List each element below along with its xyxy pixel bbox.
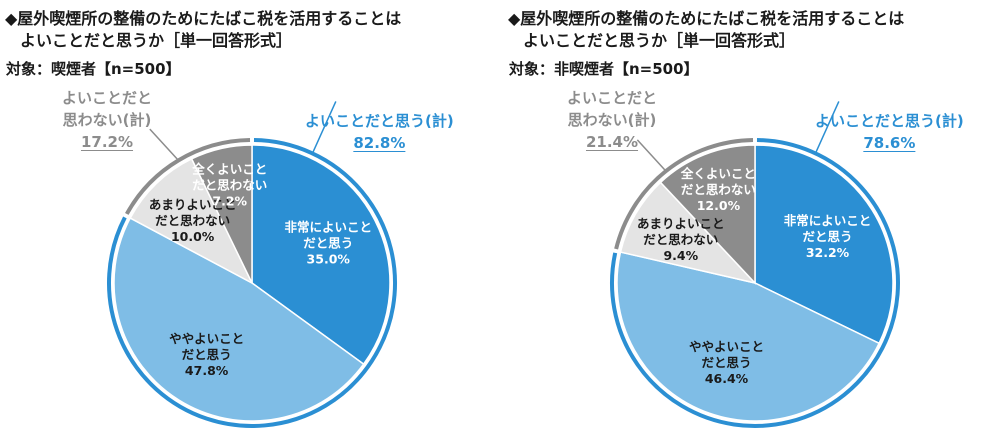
negative-total-value: 21.4% — [585, 133, 639, 151]
negative-group-ring — [614, 138, 754, 250]
title-line-1: ◆屋外喫煙所の整備のためにたばこ税を活用することは — [508, 9, 905, 28]
slice-label-not-very-good: だと思わない — [643, 232, 718, 247]
slice-label-not-very-good: あまりよいこと — [637, 216, 725, 231]
pie-slice-not-good-at-all — [190, 144, 253, 284]
slice-value-very-good: 32.2% — [806, 245, 850, 260]
positive-total-text: よいことだと思う(計) — [305, 112, 454, 130]
positive-total-label: よいことだと思う(計) 82.8% — [305, 110, 454, 154]
pie-chart: 非常によいことだと思う35.0%ややよいことだと思う47.8%あまりよいことだと… — [107, 101, 397, 428]
negative-leader-line — [636, 139, 667, 172]
slice-value-not-good-at-all: 12.0% — [697, 198, 741, 213]
positive-group-ring — [610, 138, 900, 428]
negative-total-label: よいことだと 思わない(計) 21.4% — [567, 87, 657, 153]
pie-slice-somewhat-good — [616, 251, 881, 422]
slice-label-very-good: 非常によいこと — [284, 220, 372, 235]
positive-leader-line — [311, 101, 337, 154]
slice-value-not-good-at-all: 7.2% — [212, 194, 247, 209]
slice-value-somewhat-good: 47.8% — [185, 363, 229, 378]
positive-total-value: 78.6% — [863, 134, 916, 152]
title-line-2: よいことだと思うか［単一回答形式］ — [20, 31, 293, 50]
slice-label-very-good: だと思う — [803, 229, 853, 244]
chart-smokers: ◆屋外喫煙所の整備のためにたばこ税を活用することは よいことだと思うか［単一回答… — [5, 8, 454, 428]
pie-slice-very-good — [754, 144, 894, 345]
slice-label-not-good-at-all: 全くよいこと — [680, 166, 756, 181]
slice-label-very-good: だと思う — [303, 236, 353, 251]
slice-label-not-good-at-all: 全くよいこと — [191, 162, 267, 177]
positive-group-ring — [107, 138, 397, 428]
positive-leader-line — [814, 101, 840, 154]
slice-label-somewhat-good: ややよいこと — [169, 331, 244, 346]
chart-title: ◆屋外喫煙所の整備のためにたばこ税を活用することは よいことだと思うか［単一回答… — [508, 8, 904, 52]
positive-total-value: 82.8% — [353, 134, 406, 152]
title-line-1: ◆屋外喫煙所の整備のためにたばこ税を活用することは — [5, 9, 402, 28]
slice-value-not-very-good: 9.4% — [663, 248, 698, 263]
negative-total-line-2: 思わない(計) — [567, 111, 657, 129]
slice-label-not-very-good: だと思わない — [155, 213, 230, 228]
negative-total-line-1: よいことだと — [567, 89, 658, 107]
slice-label-very-good: 非常によいこと — [784, 213, 872, 228]
chart-title: ◆屋外喫煙所の整備のためにたばこ税を活用することは よいことだと思うか［単一回答… — [5, 8, 401, 52]
slice-label-not-very-good: あまりよいこと — [149, 197, 237, 212]
slice-label-somewhat-good: ややよいこと — [689, 339, 764, 354]
slice-label-somewhat-good: だと思う — [182, 347, 232, 362]
pie-slice-very-good — [251, 144, 391, 366]
negative-total-line-1: よいことだと — [62, 89, 153, 107]
positive-total-label: よいことだと思う(計) 78.6% — [815, 110, 964, 154]
pie-slice-somewhat-good — [113, 217, 365, 422]
pie-slice-not-good-at-all — [659, 144, 756, 285]
pie-slice-not-very-good — [129, 157, 254, 285]
negative-total-line-2: 思わない(計) — [62, 111, 152, 129]
negative-total-value: 17.2% — [80, 133, 134, 151]
title-line-2: よいことだと思うか［単一回答形式］ — [523, 31, 796, 50]
target-label: 対象：非喫煙者【n=500】 — [509, 60, 699, 78]
pie-slice-not-very-good — [619, 181, 758, 285]
slice-value-very-good: 35.0% — [307, 252, 351, 267]
pie-chart: 非常によいことだと思う32.2%ややよいことだと思う46.4%あまりよいことだと… — [610, 101, 900, 428]
negative-total-label: よいことだと 思わない(計) 17.2% — [62, 87, 152, 153]
slice-value-somewhat-good: 46.4% — [705, 371, 749, 386]
slice-label-somewhat-good: だと思う — [702, 355, 752, 370]
slice-label-not-good-at-all: だと思わない — [681, 182, 756, 197]
slice-value-not-very-good: 10.0% — [171, 229, 215, 244]
target-label: 対象：喫煙者【n=500】 — [6, 60, 181, 78]
slice-label-not-good-at-all: だと思わない — [192, 178, 267, 193]
positive-total-text: よいことだと思う(計) — [815, 112, 964, 130]
chart-non-smokers: ◆屋外喫煙所の整備のためにたばこ税を活用することは よいことだと思うか［単一回答… — [503, 0, 1000, 435]
negative-leader-line — [149, 128, 179, 161]
